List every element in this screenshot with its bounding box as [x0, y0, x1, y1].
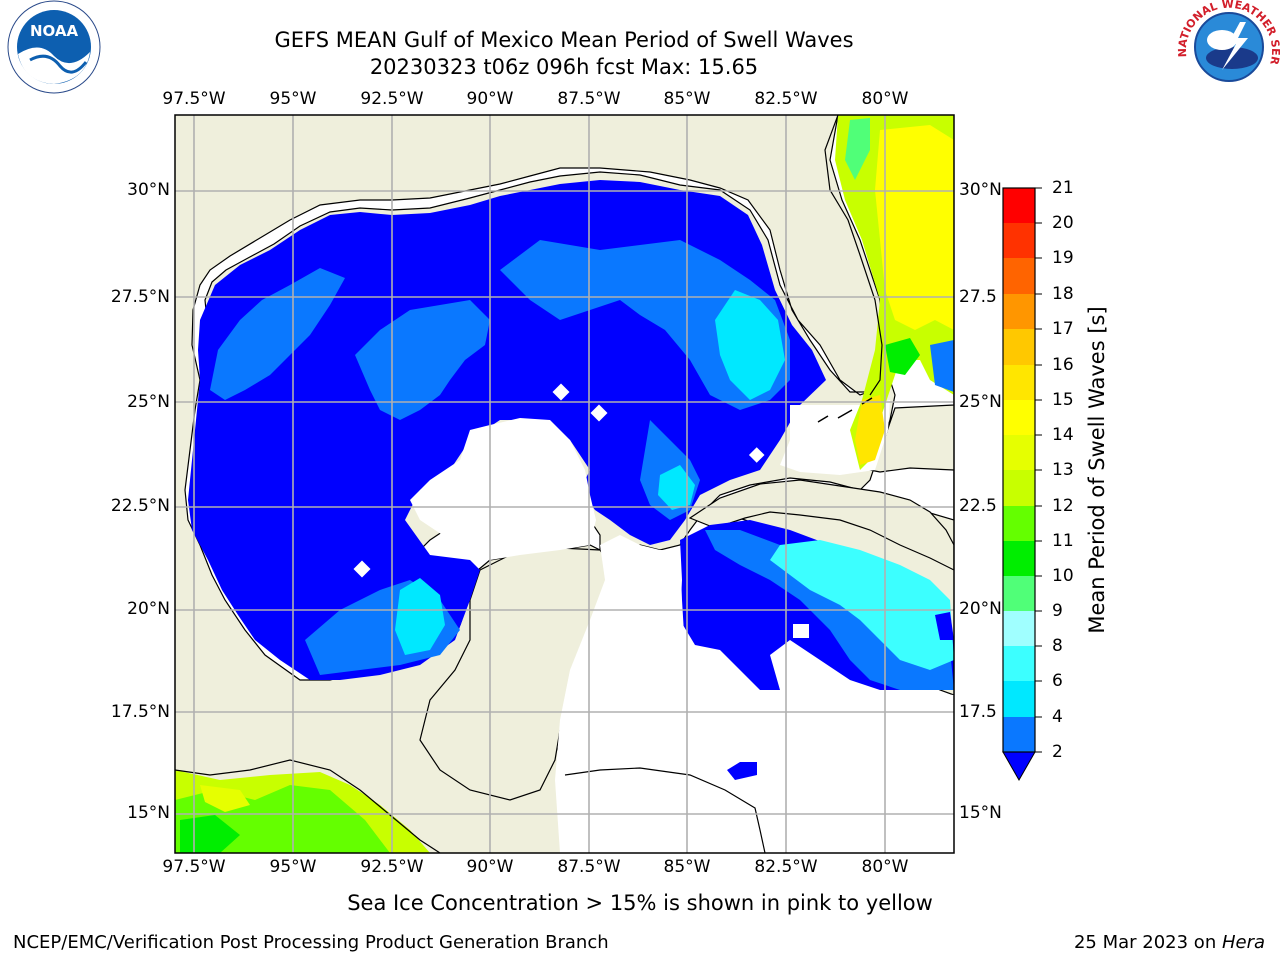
water-gap-central	[410, 418, 596, 560]
colorbar-tick-label: 13	[1052, 460, 1074, 480]
swell-band-4-ring	[935, 612, 954, 640]
lat-label-left: 22.5°N	[110, 496, 170, 516]
map-subtitle: 20230323 t06z 096h fcst Max: 15.65	[369, 55, 759, 79]
colorbar-tick-label: 8	[1052, 636, 1063, 656]
lon-label-bottom: 97.5°W	[162, 857, 226, 877]
honduras-coast	[564, 767, 766, 853]
swell-band-6-caribbean	[770, 540, 954, 670]
lat-label-left: 30°N	[127, 180, 170, 200]
map-frame	[174, 114, 955, 854]
swell-band-10-pacific	[180, 815, 240, 853]
swell-band-6-south	[395, 578, 445, 655]
lat-label-left: 20°N	[127, 599, 170, 619]
swell-band-14-atlantic	[875, 125, 954, 330]
colorbar	[1002, 187, 1042, 782]
lat-label-right: 30°N	[959, 180, 1002, 200]
colorbar-tick-label: 16	[1052, 355, 1074, 375]
central-america-coast	[175, 759, 441, 853]
swell-band-2-islet	[727, 762, 757, 780]
swell-band-15-atlantic	[855, 395, 885, 465]
colorbar-tick-label: 12	[1052, 496, 1074, 516]
lon-label-top: 85°W	[663, 89, 711, 109]
nws-logo-text: NATIONAL WEATHER SERVICE	[0, 0, 1280, 66]
lon-label-bottom: 82.5°W	[754, 857, 818, 877]
footer-date: 25 Mar 2023 on Hera	[1074, 932, 1265, 953]
water-gap-caribbean	[555, 535, 954, 853]
swell-band-4-west	[210, 268, 345, 400]
colorbar-tick-label: 4	[1052, 707, 1063, 727]
map-area	[175, 115, 954, 853]
lon-label-bottom: 92.5°W	[360, 857, 424, 877]
swell-band-2-atlantic	[930, 340, 954, 392]
swell-band-6-southeast	[658, 465, 695, 510]
swell-band-4-east	[500, 240, 790, 410]
colorbar-title: Mean Period of Swell Waves [s]	[1085, 306, 1109, 634]
colorbar-tick-label: 14	[1052, 425, 1074, 445]
lon-label-top: 80°W	[861, 89, 909, 109]
swell-band-6-east	[715, 290, 785, 400]
colorbar-tick-label: 19	[1052, 248, 1074, 268]
lon-label-top: 97.5°W	[162, 89, 226, 109]
colorbar-tick-label: 20	[1052, 213, 1074, 233]
lon-label-bottom: 80°W	[861, 857, 909, 877]
lat-label-left: 25°N	[127, 392, 170, 412]
footer-machine: Hera	[1221, 932, 1265, 953]
noaa-logo: NOAA	[7, 0, 101, 94]
colorbar-tick-label: 9	[1052, 601, 1063, 621]
cuba-land	[688, 479, 954, 571]
map-title: GEFS MEAN Gulf of Mexico Mean Period of …	[274, 28, 854, 52]
lon-label-bottom: 95°W	[269, 857, 317, 877]
colorbar-tick-label: 6	[1052, 671, 1063, 691]
swell-band-14-pacific	[200, 785, 250, 812]
nws-logo: NATIONAL WEATHER SERVICE	[0, 0, 1280, 95]
lat-label-right: 27.5	[959, 287, 997, 307]
lon-label-bottom: 85°W	[663, 857, 711, 877]
colorbar-tick-label: 11	[1052, 531, 1074, 551]
lon-label-top: 90°W	[466, 89, 514, 109]
colorbar-tick-label: 17	[1052, 319, 1074, 339]
swell-band-11-atlantic-2	[885, 338, 920, 375]
lat-label-left: 27.5°N	[110, 287, 170, 307]
lat-label-right: 15°N	[959, 803, 1002, 823]
swell-band-4-central	[355, 300, 490, 420]
sea-ice-note-text: Sea Ice Concentration > 15% is shown in …	[347, 891, 933, 915]
footer-credit: NCEP/EMC/Verification Post Processing Pr…	[13, 932, 609, 953]
map-grid	[175, 115, 954, 853]
colorbar-tick-label: 18	[1052, 284, 1074, 304]
colorbar-tick-label: 21	[1052, 178, 1074, 198]
lat-label-right: 22.5	[959, 496, 997, 516]
colorbar-tick-label: 2	[1052, 742, 1063, 762]
colorbar-tick-label: 10	[1052, 566, 1074, 586]
lat-label-left: 17.5°N	[110, 702, 170, 722]
florida-coast	[824, 115, 883, 396]
lat-label-left: 15°N	[127, 803, 170, 823]
lon-label-top: 82.5°W	[754, 89, 818, 109]
lon-label-top: 87.5°W	[557, 89, 621, 109]
lon-label-top: 95°W	[269, 89, 317, 109]
colorbar-tick-label: 15	[1052, 390, 1074, 410]
lon-label-bottom: 90°W	[466, 857, 514, 877]
swell-band-11-atlantic	[845, 118, 870, 180]
lon-label-bottom: 87.5°W	[557, 857, 621, 877]
footer-date-text: 25 Mar 2023 on	[1073, 932, 1222, 953]
keys	[817, 397, 873, 423]
lat-label-right: 17.5	[959, 702, 997, 722]
lat-label-right: 25°N	[959, 392, 1002, 412]
lat-label-right: 20°N	[959, 599, 1002, 619]
sea-ice-note: Sea Ice Concentration > 15% is shown in …	[0, 891, 1280, 915]
noaa-logo-text: NOAA	[30, 22, 79, 40]
lon-label-top: 92.5°W	[360, 89, 424, 109]
